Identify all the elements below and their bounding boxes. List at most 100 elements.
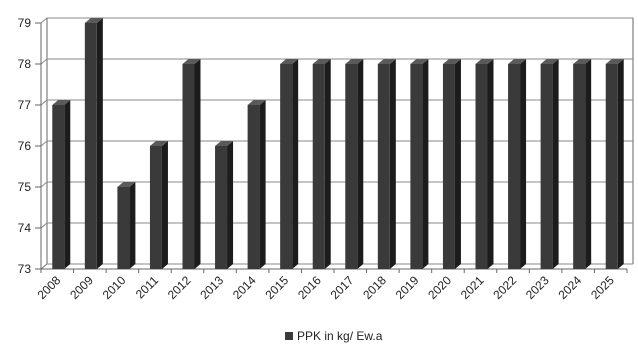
bar-top <box>280 59 299 64</box>
bar-top <box>52 100 71 105</box>
y-tick-label: 73 <box>18 262 32 276</box>
bar-side <box>617 59 624 269</box>
bar-front <box>149 146 162 269</box>
bar-top <box>605 59 624 64</box>
bar-front <box>312 64 325 269</box>
bar <box>345 59 364 269</box>
legend: PPK in kg/ Ew.a <box>285 329 383 343</box>
x-tick-label: 2023 <box>523 273 552 302</box>
bar-side <box>227 141 234 269</box>
bar-top <box>117 182 136 187</box>
bar-front <box>215 146 228 269</box>
bar-front <box>573 64 586 269</box>
x-tick-label: 2018 <box>360 273 389 302</box>
x-tick-label: 2012 <box>165 273 194 302</box>
bar-top <box>84 18 103 23</box>
legend-swatch <box>285 332 293 340</box>
x-tick-label: 2024 <box>556 273 585 302</box>
bar-side <box>389 59 396 269</box>
bar-top <box>540 59 559 64</box>
x-tick-label: 2025 <box>588 273 617 302</box>
bar-top <box>377 59 396 64</box>
gridlines <box>40 17 633 270</box>
bar-front <box>52 105 65 269</box>
bar-top <box>312 59 331 64</box>
bar-top <box>345 59 364 64</box>
bar-side <box>64 100 71 269</box>
bar <box>475 59 494 269</box>
x-tick-label: 2011 <box>133 273 161 301</box>
bar <box>84 18 103 269</box>
bar <box>117 182 136 269</box>
x-tick-label: 2008 <box>35 273 64 302</box>
bar-side <box>161 141 168 269</box>
bar-front <box>540 64 553 269</box>
gridline <box>40 17 633 24</box>
bar-front <box>247 105 260 269</box>
bar <box>605 59 624 269</box>
bar-top <box>573 59 592 64</box>
bar <box>215 141 234 269</box>
gridline <box>40 181 633 188</box>
bar-front <box>475 64 488 269</box>
bar-top <box>215 141 234 146</box>
bar-front <box>280 64 293 269</box>
bar <box>149 141 168 269</box>
bar-side <box>129 182 136 269</box>
bar-front <box>605 64 618 269</box>
x-tick-label: 2010 <box>100 273 129 302</box>
x-tick-label: 2017 <box>328 273 357 302</box>
bar-side <box>324 59 331 269</box>
x-tick-label: 2014 <box>230 273 259 302</box>
bar-side <box>520 59 527 269</box>
bar <box>410 59 429 269</box>
bar-front <box>508 64 521 269</box>
x-tick-label: 2022 <box>490 273 519 302</box>
bar <box>312 59 331 269</box>
bar <box>377 59 396 269</box>
bar-side <box>487 59 494 269</box>
x-tick-label: 2009 <box>67 273 96 302</box>
bar-side <box>585 59 592 269</box>
x-tick-label: 2016 <box>295 273 324 302</box>
bar-side <box>96 18 103 269</box>
bar-side <box>194 59 201 269</box>
bar-top <box>475 59 494 64</box>
bar-side <box>357 59 364 269</box>
y-tick-label: 74 <box>18 221 32 235</box>
bar <box>540 59 559 269</box>
bar-side <box>552 59 559 269</box>
bar-front <box>345 64 358 269</box>
bar <box>573 59 592 269</box>
bar <box>182 59 201 269</box>
bar <box>247 100 266 269</box>
x-axis: 2008 2009 2010 2011 2012 2013 2014 2015 2016 2017… <box>35 269 628 302</box>
x-tick-label: 2019 <box>393 273 422 302</box>
bar-front <box>182 64 195 269</box>
y-tick-label: 78 <box>18 57 32 71</box>
bar-side <box>422 59 429 269</box>
bar <box>442 59 461 269</box>
gridline <box>40 140 633 147</box>
x-tick-label: 2021 <box>458 273 487 302</box>
bar-front <box>117 187 130 269</box>
x-tick-label: 2013 <box>197 273 226 302</box>
bar-front <box>84 23 97 269</box>
bar <box>508 59 527 269</box>
gridline <box>40 58 633 65</box>
gridline <box>40 222 633 229</box>
bar-top <box>442 59 461 64</box>
bar-front <box>442 64 455 269</box>
gridline <box>40 99 633 106</box>
bar-top <box>149 141 168 146</box>
bar-side <box>259 100 266 269</box>
y-tick-label: 75 <box>18 180 32 194</box>
gridline <box>40 263 633 270</box>
bar-top <box>508 59 527 64</box>
x-tick-label: 2020 <box>425 273 454 302</box>
bar-top <box>410 59 429 64</box>
bar-top <box>247 100 266 105</box>
y-tick-label: 77 <box>18 98 32 112</box>
y-tick-label: 79 <box>18 16 32 30</box>
